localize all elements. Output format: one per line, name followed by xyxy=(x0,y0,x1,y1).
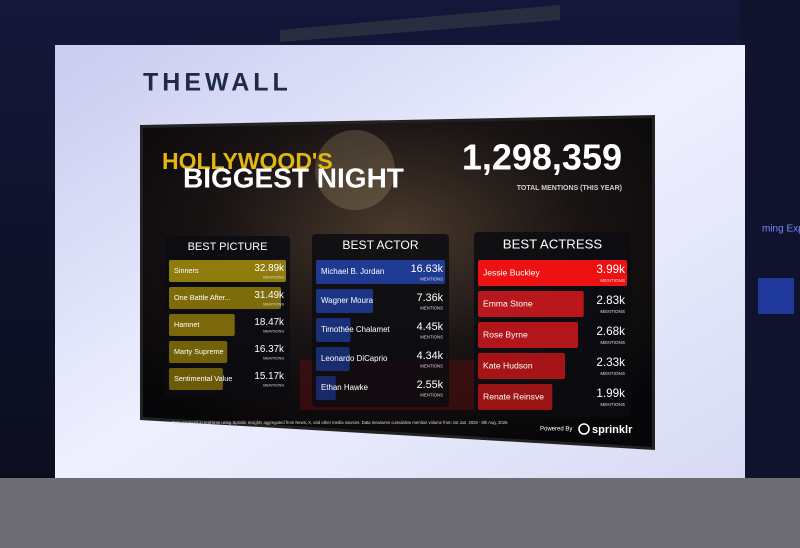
footnote: Data captured in real-time using Sprinkl… xyxy=(172,420,508,425)
value-caption: MENTIONS xyxy=(420,276,443,281)
value-caption: MENTIONS xyxy=(263,356,284,361)
value-caption: MENTIONS xyxy=(600,371,625,376)
category-label: Sentimental Value xyxy=(174,374,232,383)
panel-title: BEST ACTRESS xyxy=(503,236,603,251)
bar xyxy=(169,260,286,282)
brand-icon xyxy=(578,423,590,435)
total-caption: TOTAL MENTIONS (THIS YEAR) xyxy=(517,185,622,192)
value-label: 16.37k xyxy=(254,344,284,355)
panel-title: BEST PICTURE xyxy=(188,241,268,253)
value-label: 2.55k xyxy=(417,379,444,391)
value-label: 32.89k xyxy=(254,263,284,274)
category-label: Timothée Chalamet xyxy=(321,325,391,334)
value-label: 18.47k xyxy=(254,317,284,328)
bar xyxy=(316,318,351,342)
side-sign: ming Exp xyxy=(762,224,800,235)
value-caption: MENTIONS xyxy=(420,363,443,368)
bar xyxy=(169,287,282,309)
category-label: Ethan Hawke xyxy=(321,383,369,392)
value-caption: MENTIONS xyxy=(420,334,443,339)
bar xyxy=(316,376,336,400)
brand: sprinklr xyxy=(592,424,633,436)
value-caption: MENTIONS xyxy=(600,402,625,407)
category-label: Leonardo DiCaprio xyxy=(321,354,388,363)
header-line2: BIGGEST NIGHT xyxy=(183,162,404,193)
bar xyxy=(316,260,445,284)
total-mentions: 1,298,359 xyxy=(462,137,622,178)
panel-title: BEST ACTOR xyxy=(342,238,418,252)
side-column xyxy=(740,0,800,478)
value-label: 3.99k xyxy=(596,263,625,276)
value-label: 2.68k xyxy=(596,325,625,338)
powered-by: Powered By xyxy=(540,427,572,433)
value-label: 4.34k xyxy=(417,350,444,362)
category-label: One Battle After... xyxy=(174,293,231,302)
bar xyxy=(169,368,223,390)
category-label: Michael B. Jordan xyxy=(321,267,384,276)
value-caption: MENTIONS xyxy=(263,302,284,307)
value-caption: MENTIONS xyxy=(263,329,284,334)
bar xyxy=(478,291,584,317)
bar xyxy=(316,347,350,371)
category-label: Kate Hudson xyxy=(483,360,533,370)
bar xyxy=(169,314,235,336)
category-label: Renate Reinsve xyxy=(483,391,544,401)
value-label: 2.83k xyxy=(596,294,625,307)
wall-logo: THEWALL xyxy=(143,69,292,97)
value-label: 4.45k xyxy=(417,321,444,333)
value-label: 31.49k xyxy=(254,290,284,301)
category-label: Marty Supreme xyxy=(174,347,224,356)
value-label: 7.36k xyxy=(417,292,444,304)
category-label: Hamnet xyxy=(174,320,199,329)
category-label: Rose Byrne xyxy=(483,329,528,339)
value-caption: MENTIONS xyxy=(420,392,443,397)
value-caption: MENTIONS xyxy=(263,275,284,280)
category-label: Emma Stone xyxy=(483,298,533,308)
category-label: Jessie Buckley xyxy=(483,267,540,277)
floor xyxy=(0,478,800,548)
side-screen xyxy=(758,278,794,314)
value-caption: MENTIONS xyxy=(420,305,443,310)
value-label: 2.33k xyxy=(596,356,625,369)
bar xyxy=(478,322,579,348)
bar xyxy=(478,384,553,410)
bar xyxy=(478,260,627,286)
value-label: 16.63k xyxy=(411,263,444,275)
value-label: 15.17k xyxy=(254,371,284,382)
light-glow xyxy=(315,130,395,210)
value-caption: MENTIONS xyxy=(600,278,625,283)
value-caption: MENTIONS xyxy=(600,340,625,345)
value-label: 1.99k xyxy=(596,387,625,400)
truss xyxy=(280,5,560,42)
header-line1: HOLLYWOOD'S xyxy=(162,148,333,174)
bar xyxy=(478,353,566,379)
bar xyxy=(316,289,374,313)
value-caption: MENTIONS xyxy=(600,309,625,314)
value-caption: MENTIONS xyxy=(263,383,284,388)
category-label: Wagner Moura xyxy=(321,296,374,305)
category-label: Sinners xyxy=(174,266,199,275)
bar xyxy=(169,341,228,363)
